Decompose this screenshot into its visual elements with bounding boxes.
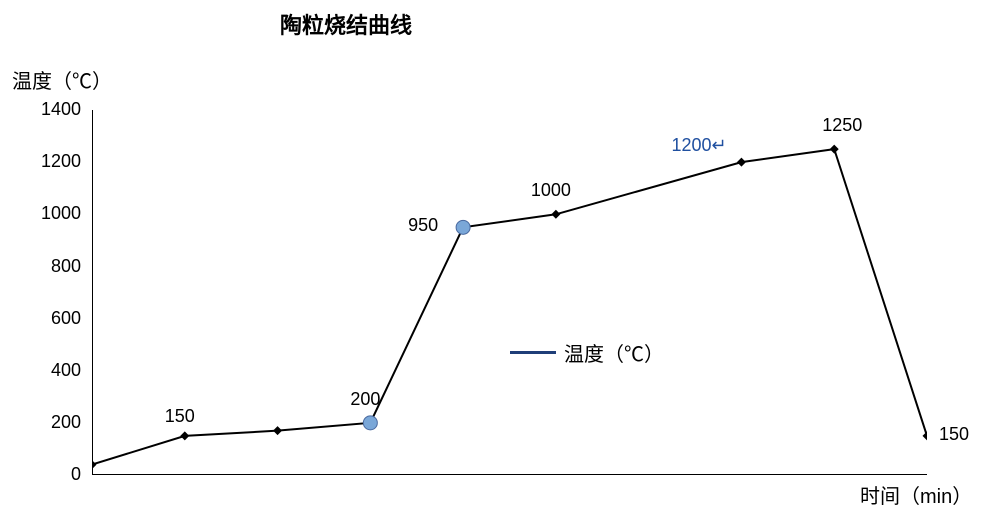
- y-tick-label: 0: [71, 464, 81, 485]
- data-point-label: 950: [408, 215, 438, 236]
- legend-text: 温度（℃）: [564, 338, 664, 367]
- chart-svg: [92, 110, 927, 475]
- chart-container: 陶粒烧结曲线 温度（℃） 时间（min） 温度（℃） 0 200 400 600 800…: [0, 0, 1000, 516]
- plot-area: [92, 110, 927, 475]
- data-point-label: 1200↵: [671, 135, 726, 156]
- y-axis-label: 温度（℃）: [12, 65, 112, 94]
- y-tick-label: 200: [51, 412, 81, 433]
- y-tick-label: 1400: [41, 99, 81, 120]
- data-point-label: 200: [350, 389, 380, 410]
- chart-title: 陶粒烧结曲线: [280, 8, 412, 40]
- y-tick-label: 400: [51, 360, 81, 381]
- y-tick-label: 600: [51, 308, 81, 329]
- data-point-label: 1000: [531, 180, 571, 201]
- data-point-label: 1250: [822, 115, 862, 136]
- data-point-label: 150: [939, 424, 969, 445]
- x-axis-label: 时间（min）: [860, 480, 972, 509]
- legend: 温度（℃）: [510, 338, 664, 367]
- y-tick-label: 1000: [41, 203, 81, 224]
- y-tick-label: 800: [51, 256, 81, 277]
- legend-line-icon: [510, 351, 556, 354]
- data-point-label: 150: [165, 406, 195, 427]
- y-tick-label: 1200: [41, 151, 81, 172]
